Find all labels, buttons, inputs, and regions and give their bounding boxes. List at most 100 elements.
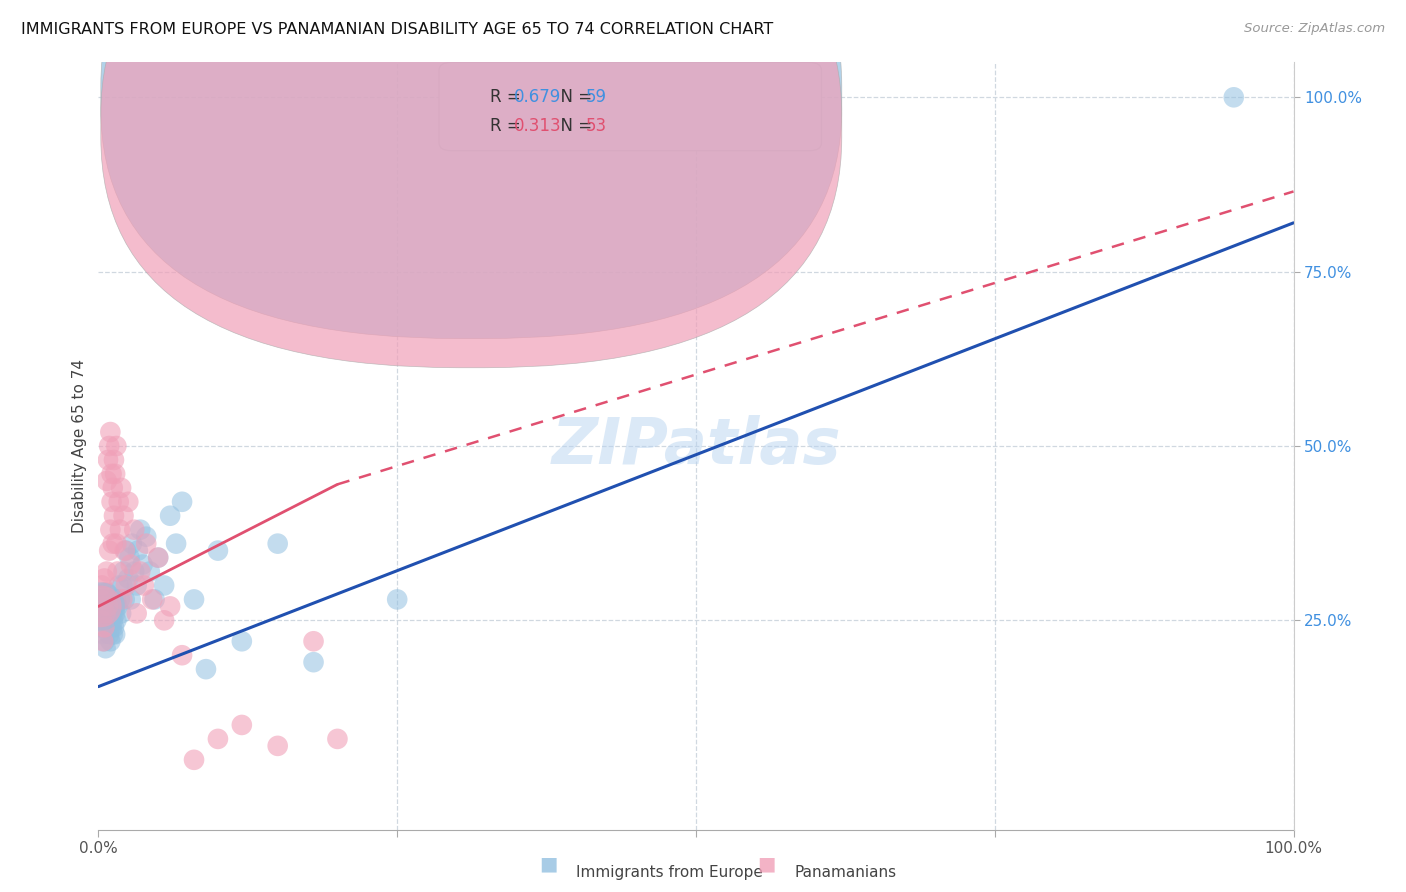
- Point: [148, 550, 170, 565]
- Text: 0.313: 0.313: [515, 117, 562, 135]
- Point: [107, 565, 129, 579]
- Point: [125, 578, 148, 592]
- Text: ZIPatlas: ZIPatlas: [551, 415, 841, 477]
- Point: [104, 627, 127, 641]
- Text: 53: 53: [586, 117, 607, 135]
- Point: [127, 543, 149, 558]
- Point: [94, 607, 117, 621]
- Point: [115, 578, 138, 592]
- Point: [267, 739, 290, 753]
- Point: [132, 578, 155, 592]
- Point: [112, 508, 135, 523]
- Point: [98, 523, 122, 537]
- Point: [159, 508, 181, 523]
- Point: [111, 592, 134, 607]
- Point: [183, 753, 205, 767]
- Point: [105, 536, 128, 550]
- Point: [207, 731, 229, 746]
- Point: [125, 607, 148, 621]
- Point: [91, 634, 114, 648]
- Point: [90, 620, 112, 634]
- Point: [98, 599, 121, 614]
- Text: 59: 59: [586, 88, 607, 106]
- Point: [96, 565, 118, 579]
- Text: N =: N =: [550, 88, 598, 106]
- Point: [94, 641, 117, 656]
- Point: [97, 599, 120, 614]
- Text: IMMIGRANTS FROM EUROPE VS PANAMANIAN DISABILITY AGE 65 TO 74 CORRELATION CHART: IMMIGRANTS FROM EUROPE VS PANAMANIAN DIS…: [21, 22, 773, 37]
- Point: [100, 495, 122, 509]
- Point: [91, 613, 114, 627]
- Point: [96, 474, 118, 488]
- Point: [101, 613, 124, 627]
- Point: [98, 634, 122, 648]
- Point: [98, 627, 121, 641]
- Point: [104, 467, 127, 481]
- FancyBboxPatch shape: [101, 0, 842, 368]
- Point: [93, 620, 115, 634]
- Point: [100, 607, 122, 621]
- Point: [94, 599, 117, 614]
- Point: [107, 578, 129, 592]
- Point: [117, 495, 139, 509]
- Point: [121, 536, 143, 550]
- Point: [207, 543, 229, 558]
- Point: [100, 620, 122, 634]
- Point: [120, 558, 142, 572]
- Point: [153, 578, 176, 592]
- Point: [90, 592, 112, 607]
- Point: [135, 530, 157, 544]
- FancyBboxPatch shape: [439, 62, 821, 151]
- Y-axis label: Disability Age 65 to 74: Disability Age 65 to 74: [72, 359, 87, 533]
- Point: [231, 634, 253, 648]
- Point: [93, 572, 115, 586]
- Point: [112, 565, 135, 579]
- Text: Panamanians: Panamanians: [794, 865, 897, 880]
- Point: [148, 550, 170, 565]
- Point: [129, 523, 152, 537]
- Point: [111, 578, 134, 592]
- Point: [326, 731, 349, 746]
- Point: [103, 620, 125, 634]
- Point: [91, 592, 114, 607]
- Point: [101, 481, 124, 495]
- Point: [1223, 90, 1246, 104]
- Point: [172, 495, 194, 509]
- Point: [195, 662, 218, 676]
- Point: [117, 572, 139, 586]
- Point: [90, 599, 112, 614]
- Point: [105, 439, 128, 453]
- Text: N =: N =: [550, 117, 598, 135]
- Point: [385, 592, 409, 607]
- Point: [129, 565, 152, 579]
- Point: [98, 425, 122, 439]
- Point: [103, 599, 125, 614]
- Point: [93, 585, 115, 599]
- Point: [107, 495, 129, 509]
- Point: [97, 620, 120, 634]
- Point: [94, 592, 117, 607]
- Text: 0.679: 0.679: [515, 88, 561, 106]
- Point: [97, 592, 120, 607]
- FancyBboxPatch shape: [101, 0, 842, 339]
- Point: [159, 599, 181, 614]
- Point: [115, 543, 138, 558]
- Point: [108, 523, 131, 537]
- Point: [105, 592, 128, 607]
- Point: [114, 592, 136, 607]
- Point: [105, 613, 128, 627]
- Point: [91, 627, 114, 641]
- Point: [143, 592, 166, 607]
- Point: [135, 536, 157, 550]
- Point: [124, 565, 146, 579]
- Point: [120, 592, 142, 607]
- Text: R =: R =: [491, 88, 526, 106]
- Point: [139, 565, 162, 579]
- Point: [110, 481, 132, 495]
- Point: [183, 592, 205, 607]
- Point: [91, 607, 114, 621]
- Point: [98, 543, 121, 558]
- Point: [124, 523, 146, 537]
- Point: [118, 550, 141, 565]
- Point: [103, 508, 125, 523]
